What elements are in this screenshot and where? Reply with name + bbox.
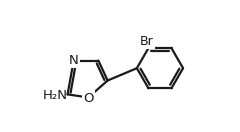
Text: H₂N: H₂N [43, 89, 68, 102]
Text: O: O [83, 92, 94, 105]
Text: Br: Br [140, 35, 154, 48]
Text: N: N [69, 54, 78, 67]
